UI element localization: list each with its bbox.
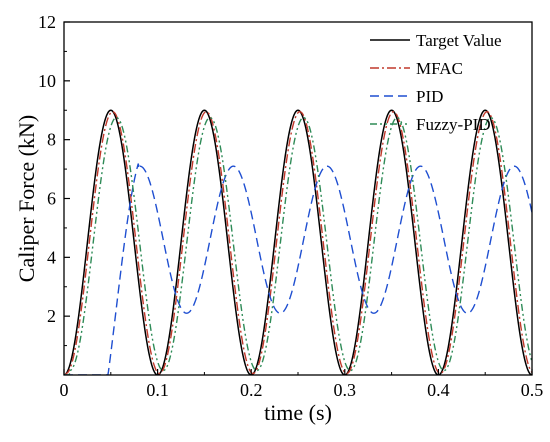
legend-label-mfac: MFAC bbox=[416, 59, 463, 78]
series-line-pid bbox=[64, 163, 532, 375]
x-axis-label: time (s) bbox=[264, 400, 332, 425]
y-axis-ticks: 2 4 6 8 10 12 bbox=[38, 12, 70, 347]
legend-label-fuzzy-pid: Fuzzy-PID bbox=[416, 115, 491, 134]
y-tick-label: 12 bbox=[38, 12, 56, 32]
legend-label-pid: PID bbox=[416, 87, 443, 106]
series-line-mfac bbox=[64, 111, 532, 375]
x-tick-label: 0.1 bbox=[146, 380, 169, 400]
x-axis-ticks: 0 0.1 0.2 0.3 0.4 0.5 bbox=[60, 369, 544, 400]
y-tick-label: 10 bbox=[38, 71, 56, 91]
x-tick-label: 0.4 bbox=[427, 380, 450, 400]
y-tick-label: 8 bbox=[47, 130, 56, 150]
x-tick-label: 0 bbox=[60, 380, 69, 400]
y-tick-label: 2 bbox=[47, 306, 56, 326]
x-tick-label: 0.3 bbox=[334, 380, 357, 400]
plot-curves bbox=[64, 109, 532, 375]
y-tick-label: 6 bbox=[47, 189, 56, 209]
x-tick-label: 0.2 bbox=[240, 380, 263, 400]
legend-label-target-value: Target Value bbox=[416, 31, 502, 50]
y-tick-label: 4 bbox=[47, 247, 56, 267]
series-line-target-value bbox=[64, 109, 532, 375]
x-tick-label: 0.5 bbox=[521, 380, 544, 400]
legend: Target Value MFAC PID Fuzzy-PID bbox=[370, 31, 502, 134]
y-axis-label: Caliper Force (kN) bbox=[14, 115, 39, 282]
